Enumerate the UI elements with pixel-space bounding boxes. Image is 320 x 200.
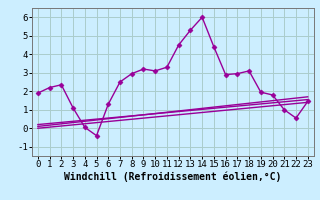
X-axis label: Windchill (Refroidissement éolien,°C): Windchill (Refroidissement éolien,°C) (64, 172, 282, 182)
